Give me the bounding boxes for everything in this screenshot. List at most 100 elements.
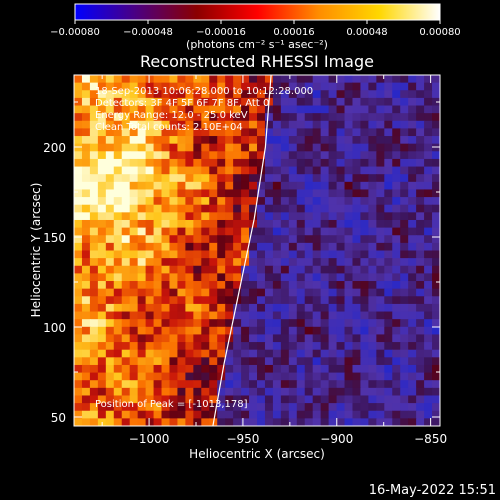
heatmap-cell — [217, 288, 226, 297]
heatmap-cell — [217, 349, 226, 358]
heatmap-cell — [352, 258, 362, 267]
heatmap-cell — [233, 288, 242, 297]
heatmap-cell — [201, 120, 210, 130]
heatmap-cell — [137, 395, 147, 404]
heatmap-cell — [400, 273, 409, 282]
heatmap-cell — [241, 357, 250, 366]
heatmap-cell — [201, 250, 210, 259]
heatmap-cell — [113, 151, 123, 160]
heatmap-cell — [137, 143, 147, 152]
heatmap-cell — [137, 212, 147, 221]
heatmap-cell — [400, 288, 409, 297]
heatmap-cell — [384, 212, 393, 221]
heatmap-cell — [257, 90, 266, 99]
heatmap-cell — [201, 326, 210, 336]
heatmap-cell — [129, 342, 139, 351]
heatmap-cell — [225, 90, 234, 99]
heatmap-cell — [280, 250, 290, 259]
heatmap-cell — [185, 250, 194, 259]
heatmap-cell — [113, 288, 123, 297]
heatmap-cell — [400, 181, 409, 191]
heatmap-cell — [296, 97, 306, 107]
heatmap-cell — [121, 334, 131, 343]
heatmap-cell — [257, 219, 266, 229]
heatmap-cell — [392, 364, 401, 374]
heatmap-cell — [161, 181, 171, 191]
heatmap-cell — [241, 204, 250, 213]
heatmap-cell — [328, 143, 338, 152]
heatmap-cell — [81, 151, 91, 160]
heatmap-cell — [145, 136, 155, 145]
heatmap-cell — [416, 174, 425, 183]
heatmap-cell — [344, 273, 354, 282]
heatmap-cell — [177, 158, 186, 168]
heatmap-cell — [74, 357, 83, 366]
heatmap-cell — [185, 349, 194, 358]
heatmap-cell — [320, 82, 330, 91]
heatmap-cell — [225, 128, 234, 137]
heatmap-cell — [257, 364, 266, 374]
heatmap-cell — [320, 113, 330, 122]
heatmap-cell — [145, 326, 155, 336]
heatmap-cell — [288, 380, 298, 389]
heatmap-cell — [296, 143, 306, 152]
heatmap-cell — [400, 151, 409, 160]
heatmap-cell — [408, 197, 417, 206]
heatmap-cell — [161, 174, 171, 183]
colorbar-tick-label: −0.00016 — [196, 27, 246, 38]
x-tick-label: −1000 — [129, 432, 170, 446]
heatmap-cell — [74, 143, 83, 152]
heatmap-cell — [272, 143, 282, 152]
heatmap-cell — [272, 395, 282, 404]
heatmap-cell — [408, 90, 417, 99]
heatmap-cell — [249, 311, 258, 320]
heatmap-cell — [296, 90, 306, 99]
heatmap-cell — [121, 410, 131, 419]
heatmap-cell — [296, 227, 306, 236]
heatmap-cell — [344, 97, 354, 107]
heatmap-cell — [344, 265, 354, 274]
heatmap-cell — [416, 151, 425, 160]
heatmap-cell — [225, 204, 234, 213]
heatmap-cell — [137, 90, 147, 99]
heatmap-cell — [81, 90, 91, 99]
heatmap-cell — [264, 281, 274, 290]
heatmap-cell — [193, 75, 202, 84]
heatmap-cell — [328, 90, 338, 99]
heatmap-cell — [344, 326, 354, 336]
heatmap-cell — [161, 281, 171, 290]
heatmap-cell — [424, 418, 433, 426]
heatmap-cell — [384, 128, 393, 137]
heatmap-cell — [145, 296, 155, 305]
heatmap-cell — [384, 258, 393, 267]
heatmap-cell — [304, 387, 314, 397]
heatmap-cell — [264, 364, 274, 374]
heatmap-cell — [352, 105, 362, 114]
heatmap-cell — [153, 151, 163, 160]
y-tick-label: 50 — [51, 411, 66, 425]
heatmap-cell — [185, 189, 194, 198]
heatmap-cell — [408, 418, 417, 426]
heatmap-cell — [384, 151, 393, 160]
heatmap-cell — [336, 273, 346, 282]
heatmap-cell — [400, 334, 409, 343]
heatmap-cell — [408, 242, 417, 252]
footer-timestamp: 16-May-2022 15:51 — [369, 483, 496, 498]
heatmap-cell — [432, 105, 440, 114]
heatmap-cell — [336, 174, 346, 183]
heatmap-cell — [344, 258, 354, 267]
heatmap-cell — [312, 219, 322, 229]
heatmap-cell — [432, 82, 440, 91]
heatmap-cell — [304, 97, 314, 107]
heatmap-cell — [320, 189, 330, 198]
heatmap-cell — [360, 90, 369, 99]
heatmap-cell — [360, 281, 369, 290]
heatmap-cell — [169, 212, 179, 221]
heatmap-cell — [193, 380, 202, 389]
heatmap-cell — [145, 158, 155, 168]
heatmap-cell — [376, 334, 385, 343]
heatmap-cell — [304, 372, 314, 381]
heatmap-cell — [121, 372, 131, 381]
heatmap-cell — [177, 75, 186, 84]
heatmap-cell — [209, 242, 218, 252]
